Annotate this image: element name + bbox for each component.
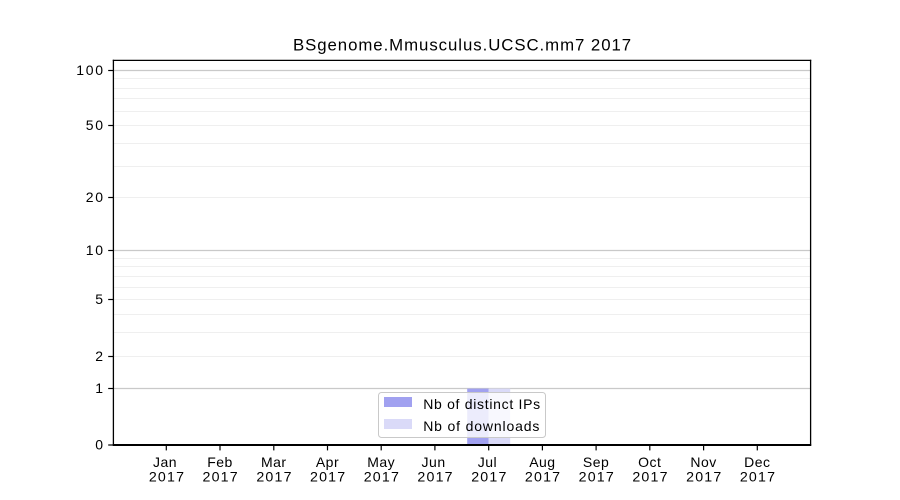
- svg-text:2017: 2017: [364, 469, 400, 485]
- svg-text:Oct: Oct: [638, 454, 661, 470]
- svg-text:2017: 2017: [417, 469, 453, 485]
- svg-text:May: May: [367, 454, 395, 470]
- svg-text:Apr: Apr: [316, 454, 339, 470]
- svg-text:Feb: Feb: [207, 454, 233, 470]
- svg-text:10: 10: [86, 242, 105, 258]
- svg-text:0: 0: [95, 437, 105, 453]
- svg-text:100: 100: [76, 62, 104, 78]
- svg-text:2017: 2017: [686, 469, 722, 485]
- svg-text:Nov: Nov: [690, 454, 716, 470]
- svg-text:2017: 2017: [149, 469, 185, 485]
- svg-text:50: 50: [86, 117, 105, 133]
- svg-text:BSgenome.Mmusculus.UCSC.mm7 20: BSgenome.Mmusculus.UCSC.mm7 2017: [293, 35, 632, 54]
- svg-text:2017: 2017: [310, 469, 346, 485]
- svg-text:2017: 2017: [256, 469, 292, 485]
- svg-text:2017: 2017: [579, 469, 615, 485]
- svg-text:2017: 2017: [632, 469, 668, 485]
- svg-text:Sep: Sep: [583, 454, 609, 470]
- svg-text:Nb of distinct IPs: Nb of distinct IPs: [423, 396, 541, 412]
- svg-text:Nb of downloads: Nb of downloads: [423, 418, 540, 434]
- svg-text:5: 5: [95, 291, 105, 307]
- svg-text:2: 2: [95, 348, 105, 364]
- svg-text:1: 1: [95, 380, 105, 396]
- svg-text:2017: 2017: [471, 469, 507, 485]
- svg-text:2017: 2017: [525, 469, 561, 485]
- svg-text:Jan: Jan: [153, 454, 177, 470]
- svg-text:Mar: Mar: [261, 454, 287, 470]
- svg-text:20: 20: [86, 189, 105, 205]
- svg-text:2017: 2017: [740, 469, 776, 485]
- svg-text:Dec: Dec: [744, 454, 770, 470]
- svg-text:Jul: Jul: [478, 454, 497, 470]
- svg-text:2017: 2017: [203, 469, 239, 485]
- svg-text:Aug: Aug: [529, 454, 555, 470]
- svg-text:Jun: Jun: [422, 454, 446, 470]
